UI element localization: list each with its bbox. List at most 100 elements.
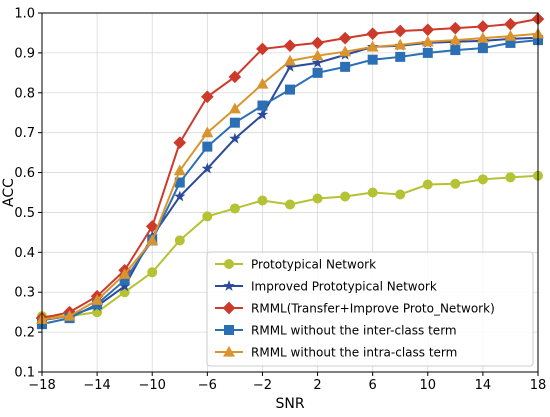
data-point — [146, 234, 159, 245]
data-point — [222, 301, 236, 315]
data-point — [229, 132, 241, 144]
data-point — [174, 190, 186, 202]
data-point — [223, 345, 235, 357]
data-point — [201, 162, 214, 174]
data-point — [311, 56, 324, 68]
x-tick-label: −6 — [198, 378, 217, 393]
data-point — [477, 174, 488, 185]
x-tick-label: −18 — [28, 378, 55, 393]
legend-label: RMML without the intra-class term — [251, 345, 457, 359]
legend-label: Prototypical Network — [251, 257, 376, 271]
data-point — [201, 126, 214, 138]
y-tick-label: 0.5 — [14, 206, 35, 221]
data-point — [256, 108, 269, 120]
data-point — [223, 258, 234, 269]
data-point — [147, 267, 158, 278]
data-point — [284, 54, 296, 66]
y-tick-label: 0.9 — [14, 46, 35, 61]
legend-label: Improved Prototypical Network — [251, 279, 437, 293]
data-point — [228, 70, 242, 84]
data-point — [476, 20, 490, 33]
data-point — [256, 77, 269, 89]
data-point — [366, 27, 379, 41]
y-tick-label: 1.0 — [14, 7, 35, 22]
data-point — [311, 49, 324, 61]
data-point — [201, 90, 214, 104]
data-point — [394, 38, 407, 50]
data-point — [449, 34, 462, 45]
x-tick-label: −2 — [253, 378, 272, 393]
data-point — [283, 39, 297, 53]
data-point — [367, 54, 378, 65]
y-tick-label: 0.8 — [14, 86, 35, 101]
data-point — [395, 189, 406, 200]
data-point — [421, 23, 435, 37]
data-point — [284, 199, 295, 210]
data-point — [449, 21, 462, 35]
y-tick-label: 0.6 — [14, 166, 35, 181]
y-tick-label: 0.1 — [14, 366, 35, 381]
data-point — [257, 100, 268, 111]
data-point — [504, 17, 517, 31]
plot-frame — [41, 12, 539, 373]
tick-layer: −18 −14 −10 −6 −2 2 6 10 14 18 0.1 0.2 0.3 0.4 0.5 0.6 0… — [14, 7, 546, 394]
data-point — [450, 45, 461, 56]
legend-item: RMML without the intra-class term — [215, 345, 457, 359]
data-point — [422, 47, 433, 58]
x-tick-label: 18 — [530, 378, 547, 393]
data-point — [311, 36, 324, 50]
legend-label: RMML without the inter-class term — [251, 323, 457, 337]
data-point — [173, 164, 186, 176]
data-point — [367, 187, 378, 198]
x-tick-label: 6 — [369, 378, 377, 393]
data-point — [223, 324, 234, 335]
data-point — [395, 51, 406, 62]
data-point — [256, 42, 269, 56]
data-point — [340, 191, 351, 202]
data-point — [229, 203, 240, 214]
data-point — [312, 193, 323, 204]
y-tick-label: 0.2 — [14, 326, 35, 341]
data-point — [476, 32, 489, 43]
x-tick-label: 10 — [420, 378, 437, 393]
data-point — [366, 40, 379, 52]
legend: Prototypical Network Improved Prototypica… — [206, 251, 534, 367]
data-point — [312, 67, 323, 78]
data-point — [202, 211, 213, 222]
y-tick-label: 0.4 — [14, 246, 35, 261]
data-point — [223, 279, 235, 291]
data-point — [284, 84, 295, 95]
data-point — [63, 310, 76, 321]
x-tick-label: 2 — [313, 378, 321, 393]
data-point — [504, 30, 517, 41]
data-point — [173, 136, 187, 149]
legend-item: RMML without the inter-class term — [215, 323, 457, 337]
data-point — [174, 235, 185, 246]
data-point — [477, 43, 488, 54]
data-point — [118, 268, 131, 279]
data-point — [339, 45, 352, 57]
data-point — [229, 117, 240, 128]
series-layer — [35, 12, 545, 330]
x-tick-label: 14 — [475, 378, 492, 393]
data-point — [91, 294, 104, 305]
legend-item: RMML(Transfer+Improve Proto_Network) — [215, 301, 495, 315]
legend-box — [206, 251, 534, 367]
y-tick-label: 0.3 — [14, 286, 35, 301]
x-axis-title: SNR — [275, 396, 304, 412]
data-point — [505, 172, 516, 183]
data-point — [228, 102, 241, 114]
data-point — [422, 179, 433, 190]
data-point — [338, 31, 352, 45]
legend-item: Improved Prototypical Network — [215, 279, 437, 293]
series-rmml-without-the-intra-class-term — [36, 27, 544, 324]
legend-item: Prototypical Network — [215, 257, 376, 271]
y-tick-label: 0.7 — [14, 126, 35, 141]
data-point — [421, 35, 434, 47]
legend-label: RMML(Transfer+Improve Proto_Network) — [251, 301, 495, 315]
data-point — [257, 195, 268, 206]
x-tick-label: −10 — [139, 378, 166, 393]
data-point — [450, 178, 461, 189]
y-axis-title: ACC — [1, 178, 17, 207]
